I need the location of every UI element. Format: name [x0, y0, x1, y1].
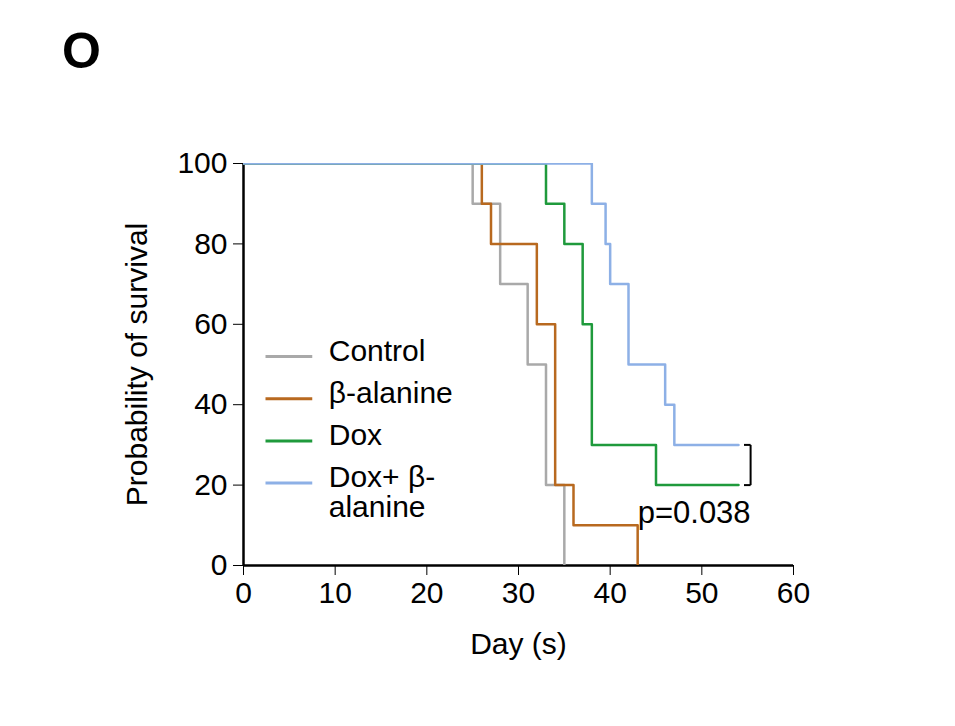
svg-text:10: 10	[318, 576, 351, 609]
svg-text:20: 20	[194, 468, 227, 501]
svg-text:100: 100	[177, 146, 227, 179]
svg-text:40: 40	[194, 387, 227, 420]
svg-text:60: 60	[777, 576, 810, 609]
svg-text:Day (s): Day (s)	[470, 627, 567, 660]
svg-text:20: 20	[410, 576, 443, 609]
svg-text:40: 40	[593, 576, 626, 609]
svg-text:Probability of survival: Probability of survival	[120, 223, 153, 506]
html-text:O: O	[62, 23, 101, 79]
svg-text:Control: Control	[329, 334, 426, 367]
svg-text:Dox: Dox	[329, 418, 382, 451]
svg-text:Dox+ β-alanine: Dox+ β-alanine	[329, 460, 435, 523]
svg-text:p=0.038: p=0.038	[638, 495, 751, 530]
svg-text:0: 0	[211, 548, 228, 581]
svg-text:50: 50	[685, 576, 718, 609]
svg-text:30: 30	[502, 576, 535, 609]
svg-text:β-alanine: β-alanine	[329, 376, 453, 409]
svg-text:0: 0	[235, 576, 252, 609]
svg-text:80: 80	[194, 227, 227, 260]
svg-text:60: 60	[194, 307, 227, 340]
